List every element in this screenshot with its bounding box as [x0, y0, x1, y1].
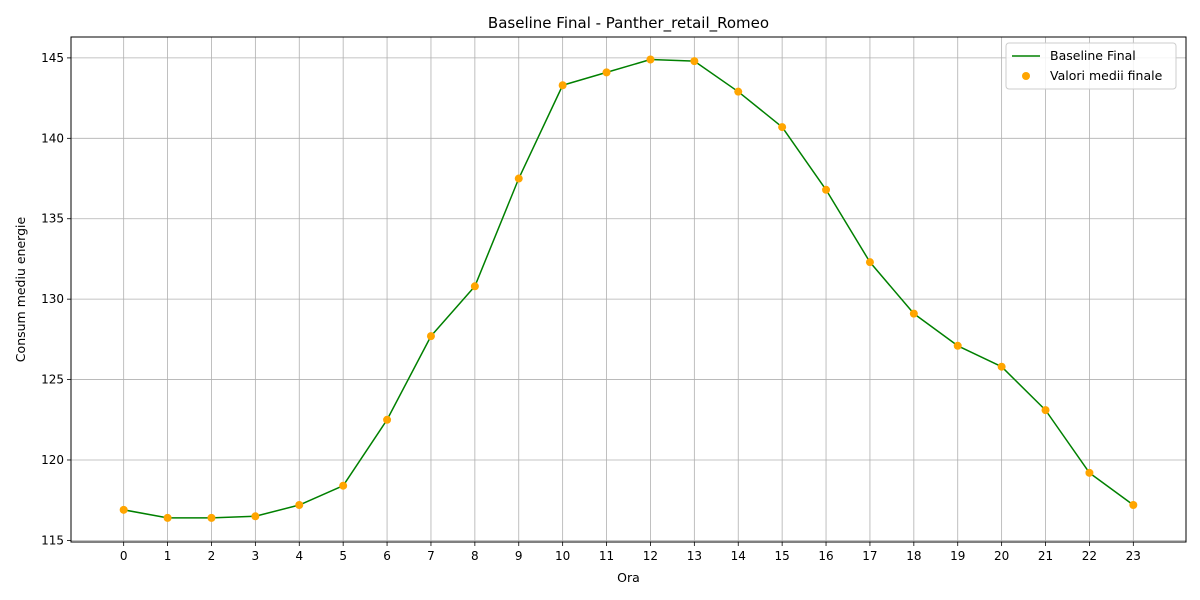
scatter-point: [822, 185, 831, 194]
x-tick-label: 6: [383, 549, 391, 563]
scatter-point: [339, 481, 348, 490]
scatter-point: [383, 415, 392, 424]
grid: [71, 37, 1186, 542]
x-axis-ticks: 0 1 2 3 4 5 6 7 8 9 10 11 12 13 14 15 16 17 18 19 20 21 22 23: [120, 542, 1141, 563]
series-line-baseline-final: [123, 58, 1134, 519]
scatter-point: [251, 512, 260, 521]
x-tick-label: 7: [427, 549, 435, 563]
x-tick-label: 1: [164, 549, 172, 563]
x-tick-label: 8: [471, 549, 479, 563]
scatter-point: [207, 513, 216, 522]
legend-entry-label: Baseline Final: [1050, 48, 1136, 63]
scatter-point: [690, 57, 699, 66]
x-tick-label: 20: [994, 549, 1009, 563]
y-axis-label: Consum mediu energie: [13, 217, 28, 363]
y-axis-ticks: 115 120 125 130 135 140 145: [41, 51, 71, 547]
scatter-point: [514, 174, 523, 183]
y-tick-label: 140: [41, 131, 64, 145]
x-tick-label: 17: [862, 549, 877, 563]
x-tick-label: 16: [818, 549, 833, 563]
legend-box: [1005, 42, 1177, 90]
x-tick-label: 13: [687, 549, 702, 563]
scatter-point: [997, 362, 1006, 371]
scatter-point: [778, 123, 787, 132]
x-tick-label: 4: [295, 549, 303, 563]
scatter-point: [470, 282, 479, 291]
scatter-point: [163, 513, 172, 522]
chart-title: Baseline Final - Panther_retail_Romeo: [488, 14, 769, 33]
legend: Baseline Final Valori medii finale: [1005, 42, 1177, 90]
y-tick-label: 145: [41, 51, 64, 65]
x-tick-label: 2: [208, 549, 216, 563]
scatter-point: [865, 258, 874, 267]
scatter-point: [426, 332, 435, 341]
scatter-point: [953, 341, 962, 350]
series-layer: [119, 55, 1138, 522]
x-tick-label: 3: [252, 549, 260, 563]
scatter-point: [909, 309, 918, 318]
scatter-point: [119, 505, 128, 514]
x-tick-label: 23: [1126, 549, 1141, 563]
scatter-point: [734, 87, 743, 96]
scatter-point: [602, 68, 611, 77]
x-tick-label: 0: [120, 549, 128, 563]
scatter-point: [1129, 501, 1138, 510]
x-tick-label: 15: [775, 549, 790, 563]
legend-entry-label: Valori medii finale: [1050, 68, 1163, 83]
x-tick-label: 22: [1082, 549, 1097, 563]
x-tick-label: 5: [339, 549, 347, 563]
scatter-point: [646, 55, 655, 64]
x-tick-label: 14: [731, 549, 746, 563]
x-tick-label: 11: [599, 549, 614, 563]
y-tick-label: 135: [41, 212, 64, 226]
x-tick-label: 10: [555, 549, 570, 563]
x-axis-label: Ora: [617, 570, 640, 585]
x-tick-label: 18: [906, 549, 921, 563]
scatter-point: [1041, 406, 1050, 415]
scatter-point: [295, 501, 304, 510]
x-tick-label: 19: [950, 549, 965, 563]
scatter-point: [1085, 468, 1094, 477]
scatter-point: [558, 81, 567, 90]
y-tick-label: 120: [41, 453, 64, 467]
y-tick-label: 125: [41, 373, 64, 387]
plot-frame: [70, 36, 1187, 543]
x-tick-label: 21: [1038, 549, 1053, 563]
y-tick-label: 130: [41, 292, 64, 306]
x-tick-label: 9: [515, 549, 523, 563]
y-tick-label: 115: [41, 533, 64, 547]
legend-marker-swatch: [1022, 72, 1030, 80]
x-tick-label: 12: [643, 549, 658, 563]
